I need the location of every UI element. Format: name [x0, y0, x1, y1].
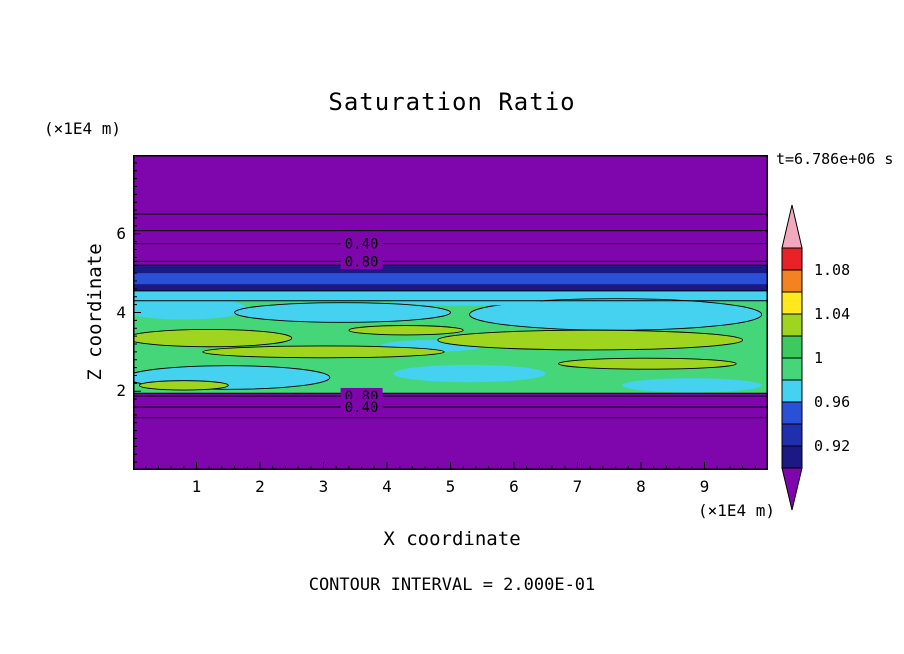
- contour-fill-blob: [202, 345, 445, 359]
- colorbar-label: 1: [814, 349, 823, 367]
- colorbar-arrow-top: [781, 204, 803, 249]
- colorbar: 1.08 1.04 1 0.96 0.92: [781, 204, 850, 511]
- y-tick-label: 4: [116, 302, 126, 322]
- x-tick-label: 5: [445, 477, 456, 496]
- x-axis-label: X coordinate: [383, 528, 521, 550]
- colorbar-segment: [781, 379, 803, 403]
- x-tick-label: 6: [509, 477, 519, 496]
- x-axis-units: (×1E4 m): [697, 501, 775, 520]
- contour-fill-blob: [393, 364, 546, 383]
- contour-fill-blob: [380, 291, 546, 306]
- colorbar-segment: [781, 247, 803, 271]
- colorbar-segment: [781, 313, 803, 337]
- page-title: Saturation Ratio: [328, 88, 576, 116]
- y-axis-units: (×1E4 m): [44, 119, 122, 138]
- contour-fill-blob: [138, 380, 229, 391]
- x-tick-label: 4: [382, 477, 392, 496]
- x-tick-label: 1: [191, 477, 202, 496]
- plot-frame: [133, 155, 768, 470]
- colorbar-label: 1.08: [814, 261, 850, 279]
- colorbar-segment: [781, 269, 803, 293]
- y-tick-label: 6: [116, 223, 126, 243]
- contour-plot: 0.400.800.800.40: [133, 155, 768, 470]
- colorbar-segment: [781, 401, 803, 425]
- colorbar-segment: [781, 291, 803, 315]
- blue-stripe: [133, 273, 768, 285]
- contour-fill-blob: [133, 328, 293, 348]
- contour-label: 0.80: [345, 254, 379, 270]
- contour-fill-blob: [348, 325, 464, 336]
- colorbar-segment: [781, 445, 803, 469]
- x-tick-label: 2: [255, 477, 265, 496]
- contour-label-bg: [340, 235, 383, 252]
- x-tick-label: 8: [636, 477, 646, 496]
- x-tick-label: 9: [699, 477, 710, 496]
- colorbar-segment: [781, 335, 803, 359]
- x-tick-label: 7: [572, 477, 583, 496]
- contour-label: 0.40: [345, 237, 379, 253]
- timestamp: t=6.786e+06 s: [776, 150, 894, 168]
- colorbar-segment: [781, 357, 803, 381]
- contour-label-bg: [340, 253, 383, 270]
- contour-fill-blob: [621, 378, 762, 393]
- contour-fill-blob: [557, 357, 737, 370]
- colorbar-arrow-bottom: [781, 467, 803, 511]
- contour-label-bg: [340, 399, 383, 415]
- contour-fill-blob: [234, 302, 451, 323]
- contour-fill-blob: [133, 297, 248, 320]
- contour-label: 0.40: [345, 400, 379, 416]
- colorbar-segment: [781, 423, 803, 447]
- contour-interval-note: CONTOUR INTERVAL = 2.000E-01: [308, 575, 596, 595]
- contour-fill-blob: [437, 329, 744, 351]
- colorbar-label: 1.04: [814, 305, 850, 323]
- x-tick-label: 3: [318, 477, 329, 496]
- y-tick-label: 2: [116, 381, 126, 401]
- colorbar-label: 0.96: [814, 393, 850, 411]
- colorbar-label: 0.92: [814, 437, 850, 455]
